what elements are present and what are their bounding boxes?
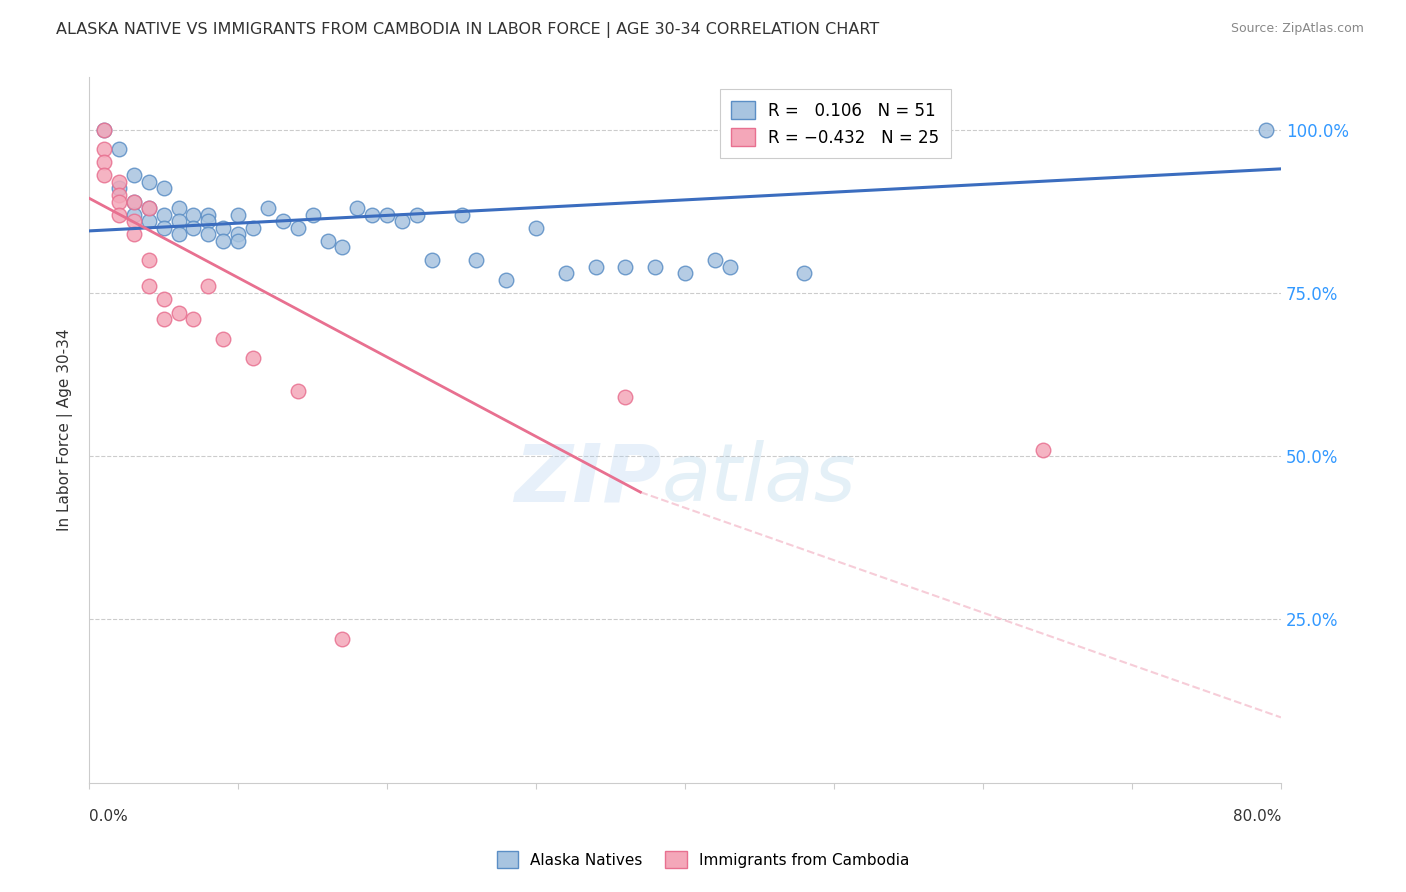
Point <box>183 220 205 235</box>
Point <box>271 214 294 228</box>
Point <box>226 208 249 222</box>
Point <box>361 208 384 222</box>
Text: ALASKA NATIVE VS IMMIGRANTS FROM CAMBODIA IN LABOR FORCE | AGE 30-34 CORRELATION: ALASKA NATIVE VS IMMIGRANTS FROM CAMBODI… <box>56 22 880 38</box>
Point <box>524 220 547 235</box>
Point <box>644 260 666 274</box>
Point <box>167 305 190 319</box>
Point <box>614 260 637 274</box>
Point <box>108 142 131 156</box>
Point <box>122 208 145 222</box>
Point <box>138 279 160 293</box>
Point <box>93 169 115 183</box>
Point <box>183 208 205 222</box>
Point <box>332 240 354 254</box>
Point <box>450 208 472 222</box>
Point <box>346 201 368 215</box>
Point <box>108 181 131 195</box>
Point <box>93 155 115 169</box>
Point <box>122 227 145 242</box>
Point <box>287 384 309 398</box>
Point <box>242 351 264 366</box>
Point <box>226 234 249 248</box>
Point <box>718 260 741 274</box>
Text: atlas: atlas <box>661 441 856 518</box>
Point <box>391 214 413 228</box>
Point <box>138 201 160 215</box>
Point <box>183 312 205 326</box>
Point <box>152 293 174 307</box>
Point <box>465 253 488 268</box>
Point <box>1032 442 1054 457</box>
Point <box>406 208 429 222</box>
Point <box>226 227 249 242</box>
Legend: R =   0.106   N = 51, R = −0.432   N = 25: R = 0.106 N = 51, R = −0.432 N = 25 <box>720 89 950 158</box>
Point <box>212 332 235 346</box>
Text: 0.0%: 0.0% <box>89 810 128 824</box>
Text: Source: ZipAtlas.com: Source: ZipAtlas.com <box>1230 22 1364 36</box>
Point <box>585 260 607 274</box>
Point <box>167 227 190 242</box>
Point <box>108 208 131 222</box>
Point <box>301 208 323 222</box>
Point <box>152 181 174 195</box>
Point <box>167 201 190 215</box>
Point <box>93 122 115 136</box>
Y-axis label: In Labor Force | Age 30-34: In Labor Force | Age 30-34 <box>58 329 73 532</box>
Point <box>152 312 174 326</box>
Point <box>316 234 339 248</box>
Point <box>212 234 235 248</box>
Point <box>197 279 219 293</box>
Point <box>614 391 637 405</box>
Point <box>212 220 235 235</box>
Point <box>554 266 576 280</box>
Text: 80.0%: 80.0% <box>1233 810 1281 824</box>
Point <box>197 227 219 242</box>
Text: ZIP: ZIP <box>513 441 661 518</box>
Point <box>152 220 174 235</box>
Point <box>138 175 160 189</box>
Point <box>375 208 398 222</box>
Point <box>197 214 219 228</box>
Point <box>138 201 160 215</box>
Point <box>122 169 145 183</box>
Point <box>167 214 190 228</box>
Point <box>108 188 131 202</box>
Point <box>138 253 160 268</box>
Point <box>495 273 517 287</box>
Point <box>673 266 696 280</box>
Point <box>108 175 131 189</box>
Point <box>242 220 264 235</box>
Point <box>793 266 815 280</box>
Point <box>122 214 145 228</box>
Point <box>420 253 443 268</box>
Point <box>93 122 115 136</box>
Point <box>703 253 725 268</box>
Point <box>1254 122 1277 136</box>
Point <box>93 142 115 156</box>
Point <box>138 214 160 228</box>
Point <box>122 194 145 209</box>
Point <box>197 208 219 222</box>
Point <box>122 194 145 209</box>
Point <box>257 201 280 215</box>
Point <box>108 194 131 209</box>
Point <box>152 208 174 222</box>
Point <box>287 220 309 235</box>
Point <box>332 632 354 646</box>
Legend: Alaska Natives, Immigrants from Cambodia: Alaska Natives, Immigrants from Cambodia <box>489 844 917 875</box>
